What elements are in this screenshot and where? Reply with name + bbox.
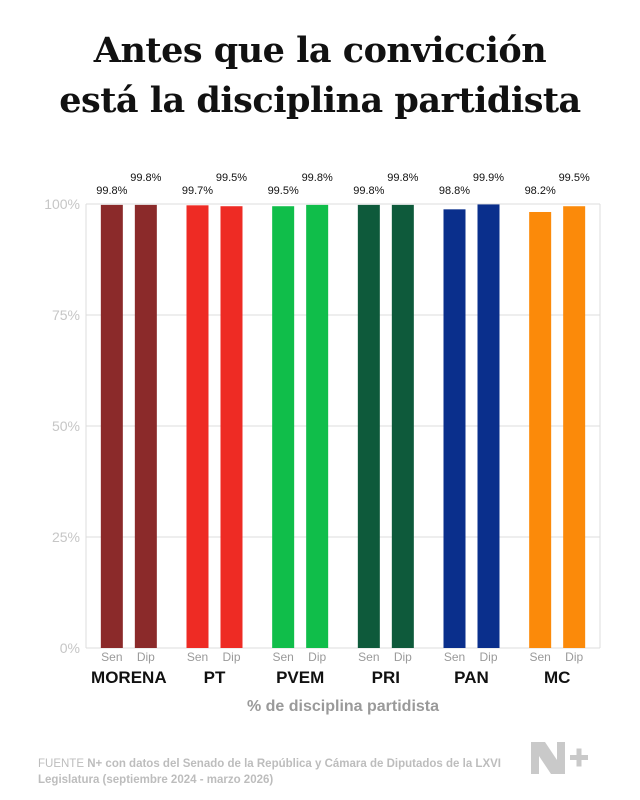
- sub-category-label: Sen: [529, 650, 550, 664]
- bar-pt-sen: [186, 205, 209, 648]
- sub-category-label: Sen: [101, 650, 122, 664]
- title-line-2: está la disciplina partidista: [59, 80, 581, 121]
- sub-category-label: Dip: [565, 650, 583, 664]
- source-text: N+ con datos del Senado de la República …: [38, 758, 501, 786]
- sub-category-label: Dip: [308, 650, 326, 664]
- sub-category-label: Dip: [479, 650, 497, 664]
- party-label: PAN: [454, 668, 489, 687]
- bar-pan-sen: [443, 209, 466, 648]
- bar-morena-sen: [100, 204, 123, 648]
- title-line-1: Antes que la convicción: [93, 30, 547, 71]
- y-tick-label: 50%: [52, 418, 80, 434]
- bar-pri-sen: [357, 204, 380, 648]
- party-label: PRI: [372, 668, 400, 687]
- sub-category-label: Sen: [444, 650, 465, 664]
- data-label: 99.7%: [182, 185, 213, 197]
- source-label: FUENTE: [38, 758, 84, 770]
- data-label: 99.8%: [96, 185, 127, 197]
- bar-pan-dip: [477, 204, 500, 648]
- bar-pvem-sen: [272, 206, 295, 648]
- data-label: 99.8%: [353, 185, 384, 197]
- x-axis-label: % de disciplina partidista: [247, 698, 439, 715]
- y-tick-label: 0%: [60, 640, 80, 656]
- data-label: 99.8%: [302, 172, 333, 184]
- bar-pvem-dip: [306, 204, 329, 648]
- party-label: PVEM: [276, 668, 324, 687]
- bar-mc-sen: [529, 211, 552, 648]
- data-label: 98.8%: [439, 185, 470, 197]
- bar-pri-dip: [391, 204, 414, 648]
- n-plus-logo: N+: [531, 742, 588, 774]
- bar-morena-dip: [134, 204, 157, 648]
- y-tick-label: 25%: [52, 529, 80, 545]
- data-label: 98.2%: [525, 185, 556, 197]
- party-label: MORENA: [91, 668, 167, 687]
- party-label: MC: [544, 668, 570, 687]
- data-label: 99.9%: [473, 172, 504, 184]
- sub-category-label: Dip: [394, 650, 412, 664]
- y-tick-label: 75%: [52, 307, 80, 323]
- data-label: 99.5%: [559, 172, 590, 184]
- source-note: FUENTE N+ con datos del Senado de la Rep…: [38, 756, 508, 788]
- sub-category-label: Sen: [187, 650, 208, 664]
- data-label: 99.8%: [387, 172, 418, 184]
- data-label: 99.5%: [268, 185, 299, 197]
- sub-category-label: Dip: [222, 650, 240, 664]
- data-label: 99.8%: [130, 172, 161, 184]
- chart-title: Antes que la convicción está la discipli…: [0, 26, 640, 126]
- bar-pt-dip: [220, 206, 243, 648]
- sub-category-label: Sen: [272, 650, 293, 664]
- bar-chart: 0% 25% 50% 75% 100% 99.8% Sen 99.8% Dip MORENA 99.…: [44, 172, 601, 715]
- y-tick-label: 100%: [44, 196, 80, 212]
- party-label: PT: [204, 668, 226, 687]
- bar-mc-dip: [563, 206, 586, 648]
- sub-category-label: Sen: [358, 650, 379, 664]
- data-label: 99.5%: [216, 172, 247, 184]
- sub-category-label: Dip: [137, 650, 155, 664]
